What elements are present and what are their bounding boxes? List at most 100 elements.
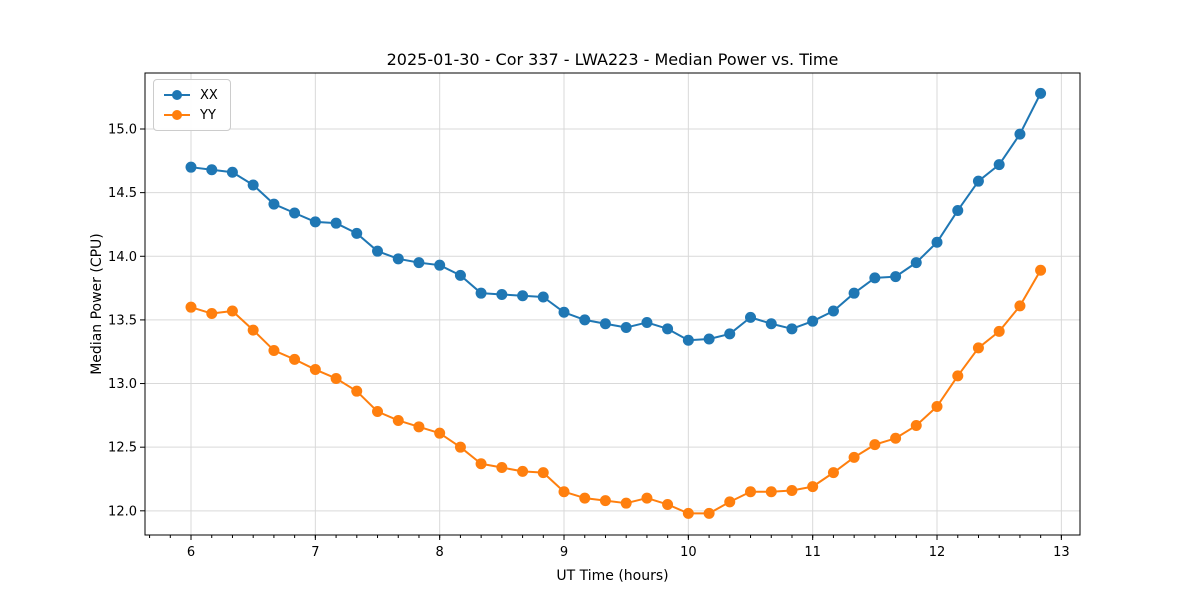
series-xx-point — [454, 269, 466, 281]
x-tick-label: 9 — [560, 545, 568, 560]
series-xx-point — [682, 334, 694, 346]
y-tick-label: 13.0 — [108, 377, 137, 392]
legend-marker-icon — [172, 110, 182, 120]
series-xx-point — [392, 253, 404, 265]
series-yy-point — [309, 364, 321, 376]
series-yy-point — [558, 486, 570, 498]
series-yy-point — [910, 420, 922, 432]
series-xx-point — [268, 198, 280, 210]
legend-item-yy: YY — [162, 105, 218, 125]
series-xx-point — [745, 311, 757, 323]
legend-swatch-xx — [164, 90, 190, 100]
series-xx-point — [372, 245, 384, 257]
series-yy-point — [372, 406, 384, 418]
legend-swatch-yy — [164, 110, 190, 120]
series-yy-point — [351, 385, 363, 397]
series-xx-point — [972, 175, 984, 187]
series-xx-point — [537, 291, 549, 303]
series-yy-point — [517, 465, 529, 477]
series-yy-point — [952, 370, 964, 382]
series-xx-point — [786, 323, 798, 335]
x-tick-label: 12 — [929, 545, 946, 560]
series-yy-point — [890, 432, 902, 444]
x-tick-label: 6 — [187, 545, 195, 560]
series-yy-point — [662, 498, 674, 510]
y-axis-label: Median Power (CPU) — [89, 233, 105, 375]
series-xx-point — [517, 290, 529, 302]
series-xx-point — [206, 164, 218, 176]
x-tick-label: 7 — [311, 545, 319, 560]
series-yy-point — [931, 400, 943, 412]
y-tick-label: 12.5 — [108, 441, 137, 456]
x-axis-label: UT Time (hours) — [556, 568, 669, 584]
series-yy-point — [724, 496, 736, 508]
series-xx-point — [848, 287, 860, 299]
series-yy-point — [1014, 300, 1026, 312]
series-xx-point — [1035, 87, 1047, 99]
series-yy-point — [413, 421, 425, 433]
series-xx-point — [185, 161, 197, 173]
series-yy-point — [620, 497, 632, 509]
series-yy-point — [434, 427, 446, 439]
y-tick-label: 14.0 — [108, 250, 137, 265]
series-xx-point — [910, 257, 922, 269]
x-tick-label: 10 — [680, 545, 697, 560]
series-xx-point — [807, 315, 819, 327]
chart-title: 2025-01-30 - Cor 337 - LWA223 - Median P… — [386, 50, 839, 69]
series-xx-point — [703, 333, 715, 345]
series-xx-point — [351, 227, 363, 239]
legend-item-xx: XX — [162, 85, 218, 105]
y-tick-label: 13.5 — [108, 313, 137, 328]
series-xx-point — [309, 216, 321, 228]
series-xx-point — [952, 204, 964, 216]
series-yy-point — [703, 507, 715, 519]
series-xx-point — [330, 217, 342, 229]
legend-label-yy: YY — [200, 107, 216, 123]
series-yy-point — [226, 305, 238, 317]
y-tick-label: 14.5 — [108, 186, 137, 201]
series-xx-point — [662, 323, 674, 335]
series-yy-point — [599, 495, 611, 507]
series-yy-point — [247, 324, 259, 336]
series-yy-point — [289, 353, 301, 365]
series-yy-point — [869, 439, 881, 451]
plot-border — [144, 72, 1081, 536]
series-yy-point — [537, 467, 549, 479]
series-xx-point — [869, 272, 881, 284]
series-yy-point — [765, 486, 777, 498]
series-yy-point — [641, 492, 653, 504]
series-xx-point — [765, 318, 777, 330]
series-yy-point — [475, 458, 487, 470]
series-xx-point — [931, 236, 943, 248]
series-xx-point — [1014, 128, 1026, 140]
legend-label-xx: XX — [200, 87, 218, 103]
series-yy-point — [1035, 264, 1047, 276]
series-xx-point — [434, 259, 446, 271]
series-yy-point — [392, 414, 404, 426]
series-yy-point — [682, 507, 694, 519]
series-xx-point — [475, 287, 487, 299]
series-yy-point — [972, 342, 984, 354]
series-xx-point — [496, 288, 508, 300]
series-yy-point — [579, 492, 591, 504]
series-xx-point — [724, 328, 736, 340]
series-xx-point — [579, 314, 591, 326]
series-xx-point — [599, 318, 611, 330]
series-yy-point — [454, 441, 466, 453]
y-tick-label: 15.0 — [108, 123, 137, 138]
series-xx-point — [558, 306, 570, 318]
series-yy-point — [848, 451, 860, 463]
x-tick-label: 11 — [804, 545, 821, 560]
series-xx-point — [827, 305, 839, 317]
series-yy-point — [745, 486, 757, 498]
series-xx-point — [247, 179, 259, 191]
series-xx-point — [226, 166, 238, 178]
series-yy-point — [185, 301, 197, 313]
series-xx-point — [289, 207, 301, 219]
y-tick-label: 12.0 — [108, 504, 137, 519]
series-yy-point — [206, 308, 218, 320]
series-xx-point — [620, 322, 632, 334]
x-tick-label: 8 — [436, 545, 444, 560]
